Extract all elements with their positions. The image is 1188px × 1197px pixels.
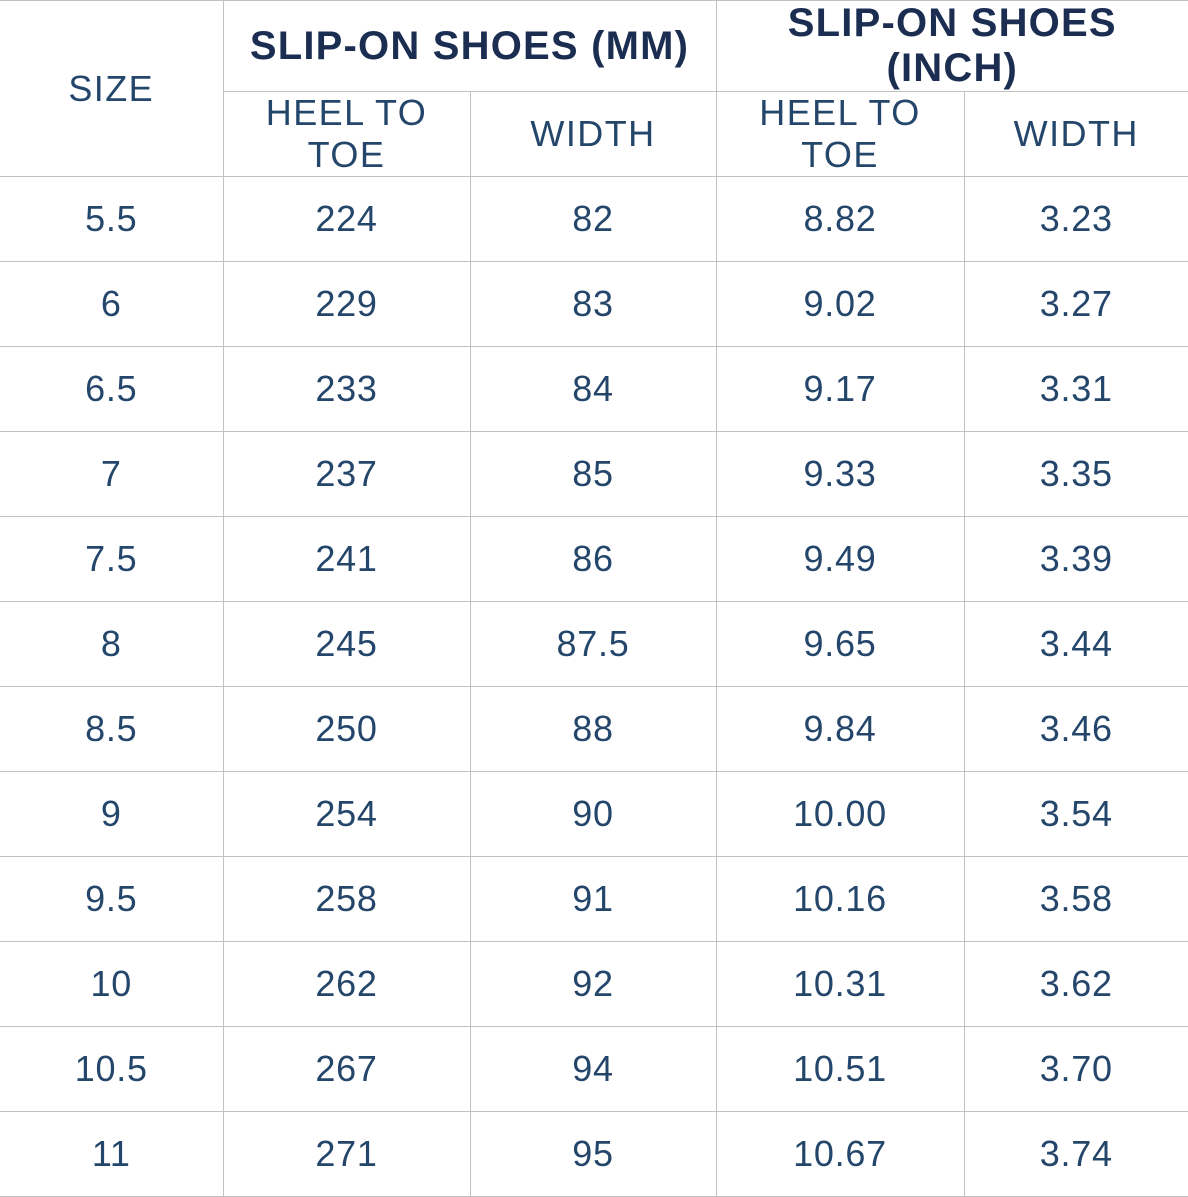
table-row: 6 229 83 9.02 3.27 — [0, 261, 1188, 347]
cell-inch-heel-to-toe: 9.84 — [715, 686, 965, 772]
cell-inch-heel-to-toe: 10.16 — [715, 856, 965, 942]
cell-mm-heel-to-toe: 267 — [222, 1026, 471, 1112]
table-row: 9 254 90 10.00 3.54 — [0, 771, 1188, 857]
cell-mm-heel-to-toe: 241 — [222, 516, 471, 602]
cell-inch-width: 3.44 — [963, 601, 1188, 687]
cell-mm-width: 84 — [469, 346, 717, 432]
cell-mm-heel-to-toe: 233 — [222, 346, 471, 432]
cell-inch-width: 3.70 — [963, 1026, 1188, 1112]
cell-inch-heel-to-toe: 10.67 — [715, 1111, 965, 1197]
cell-size: 7.5 — [0, 516, 224, 602]
cell-mm-width: 90 — [469, 771, 717, 857]
cell-size: 10 — [0, 941, 224, 1027]
column-group-mm: SLIP-ON SHOES (MM) — [222, 0, 717, 92]
table-row: 7 237 85 9.33 3.35 — [0, 431, 1188, 517]
column-header-mm-heel-to-toe: HEEL TO TOE — [223, 91, 471, 177]
cell-inch-width: 3.46 — [963, 686, 1188, 772]
table-row: 5.5 224 82 8.82 3.23 — [0, 176, 1188, 262]
cell-size: 10.5 — [0, 1026, 224, 1112]
cell-mm-width: 87.5 — [469, 601, 717, 687]
column-header-size: SIZE — [0, 0, 224, 177]
table-row: 8.5 250 88 9.84 3.46 — [0, 686, 1188, 772]
cell-mm-width: 91 — [469, 856, 717, 942]
table-row: 7.5 241 86 9.49 3.39 — [0, 516, 1188, 602]
cell-inch-width: 3.62 — [963, 941, 1188, 1027]
cell-inch-heel-to-toe: 10.00 — [715, 771, 965, 857]
cell-size: 7 — [0, 431, 224, 517]
table-row: 10 262 92 10.31 3.62 — [0, 941, 1188, 1027]
column-header-inch-width: WIDTH — [963, 91, 1188, 177]
column-group-inch: SLIP-ON SHOES (INCH) — [715, 0, 1188, 92]
column-header-inch-heel-to-toe: HEEL TO TOE — [715, 91, 965, 177]
cell-mm-heel-to-toe: 229 — [222, 261, 471, 347]
cell-mm-width: 95 — [469, 1111, 717, 1197]
table-body: 5.5 224 82 8.82 3.23 6 229 83 9.02 3.27 6.5 233 84 9.… — [0, 176, 1188, 1197]
cell-mm-width: 82 — [469, 176, 717, 262]
cell-size: 9.5 — [0, 856, 224, 942]
cell-size: 6.5 — [0, 346, 224, 432]
table-row: 8 245 87.5 9.65 3.44 — [0, 601, 1188, 687]
header-row-subcolumns: HEEL TO TOE WIDTH HEEL TO TOE WIDTH — [0, 91, 1188, 177]
cell-inch-heel-to-toe: 10.51 — [715, 1026, 965, 1112]
table-row: 11 271 95 10.67 3.74 — [0, 1111, 1188, 1197]
cell-inch-heel-to-toe: 9.17 — [715, 346, 965, 432]
cell-inch-heel-to-toe: 10.31 — [715, 941, 965, 1027]
cell-inch-width: 3.31 — [963, 346, 1188, 432]
column-header-mm-width: WIDTH — [469, 91, 717, 177]
table-header: SIZE SLIP-ON SHOES (MM) SLIP-ON SHOES (I… — [0, 0, 1188, 177]
cell-inch-width: 3.74 — [963, 1111, 1188, 1197]
cell-inch-heel-to-toe: 9.02 — [715, 261, 965, 347]
cell-size: 8.5 — [0, 686, 224, 772]
cell-mm-width: 92 — [469, 941, 717, 1027]
cell-mm-width: 85 — [469, 431, 717, 517]
cell-mm-heel-to-toe: 237 — [222, 431, 471, 517]
cell-mm-heel-to-toe: 254 — [222, 771, 471, 857]
table-row: 9.5 258 91 10.16 3.58 — [0, 856, 1188, 942]
cell-inch-heel-to-toe: 9.49 — [715, 516, 965, 602]
cell-mm-heel-to-toe: 224 — [222, 176, 471, 262]
cell-inch-width: 3.35 — [963, 431, 1188, 517]
cell-mm-heel-to-toe: 250 — [222, 686, 471, 772]
cell-inch-width: 3.23 — [963, 176, 1188, 262]
table-row: 10.5 267 94 10.51 3.70 — [0, 1026, 1188, 1112]
cell-inch-width: 3.54 — [963, 771, 1188, 857]
cell-mm-width: 83 — [469, 261, 717, 347]
cell-inch-heel-to-toe: 9.65 — [715, 601, 965, 687]
cell-size: 8 — [0, 601, 224, 687]
cell-mm-heel-to-toe: 258 — [222, 856, 471, 942]
cell-mm-width: 94 — [469, 1026, 717, 1112]
cell-mm-heel-to-toe: 262 — [222, 941, 471, 1027]
cell-size: 11 — [0, 1111, 224, 1197]
cell-inch-heel-to-toe: 8.82 — [715, 176, 965, 262]
table-row: 6.5 233 84 9.17 3.31 — [0, 346, 1188, 432]
cell-mm-width: 86 — [469, 516, 717, 602]
cell-size: 6 — [0, 261, 224, 347]
header-row-groups: SIZE SLIP-ON SHOES (MM) SLIP-ON SHOES (I… — [0, 0, 1188, 177]
cell-mm-heel-to-toe: 245 — [222, 601, 471, 687]
cell-mm-heel-to-toe: 271 — [222, 1111, 471, 1197]
cell-inch-heel-to-toe: 9.33 — [715, 431, 965, 517]
cell-size: 9 — [0, 771, 224, 857]
cell-size: 5.5 — [0, 176, 224, 262]
cell-inch-width: 3.27 — [963, 261, 1188, 347]
cell-inch-width: 3.58 — [963, 856, 1188, 942]
cell-inch-width: 3.39 — [963, 516, 1188, 602]
cell-mm-width: 88 — [469, 686, 717, 772]
